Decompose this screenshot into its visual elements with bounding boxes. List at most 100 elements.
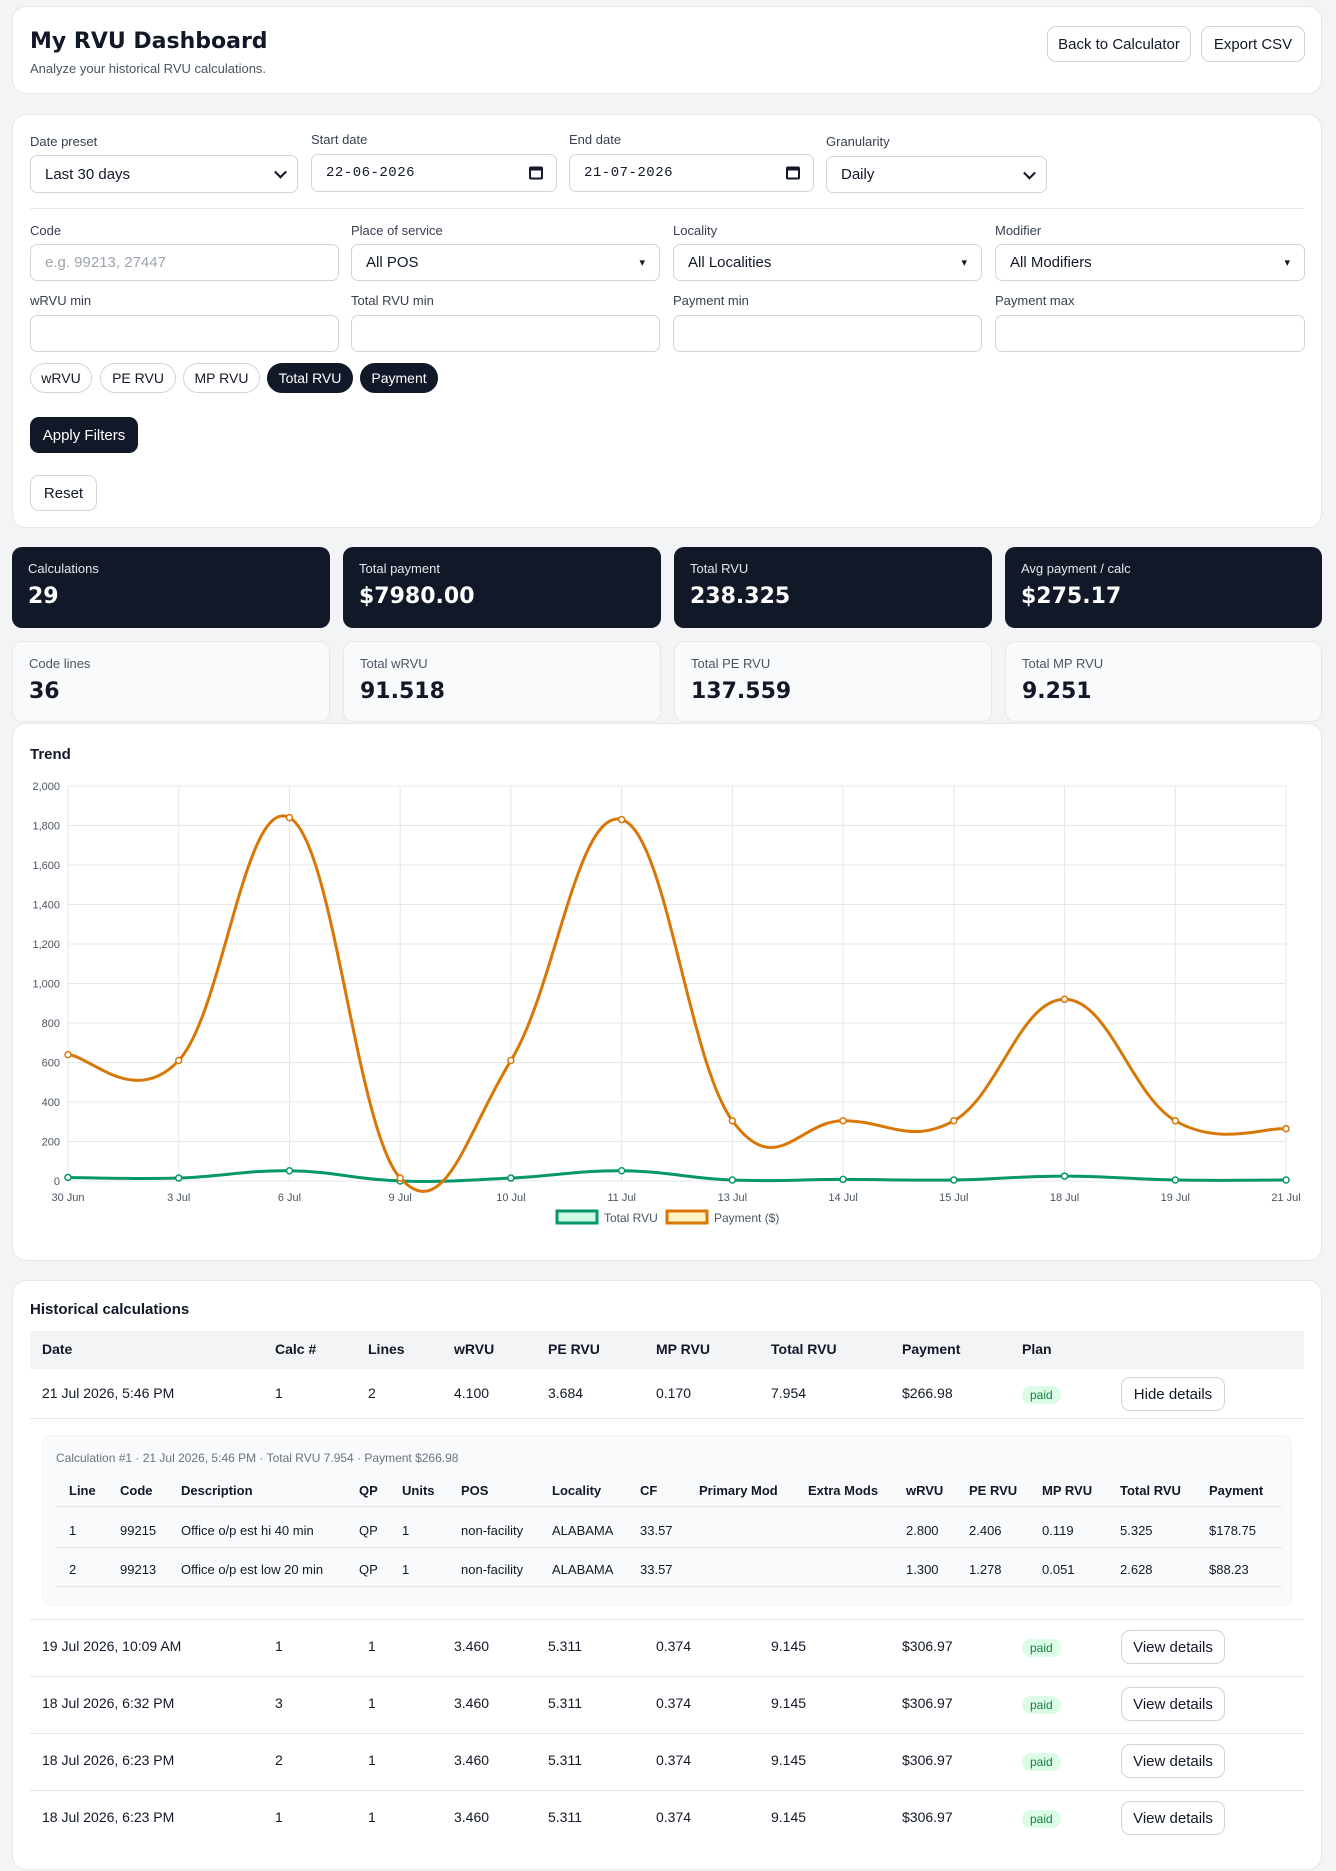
row-divider [30, 1790, 1304, 1791]
row-divider [30, 1733, 1304, 1734]
y-tick-label: 200 [42, 1137, 60, 1149]
calendar-icon[interactable] [529, 166, 543, 180]
trend-card: Trend 0 200 400 600 800 1,000 1,200 1,400 1,600 1… [12, 723, 1322, 1261]
table-cell: 5.311 [548, 1752, 582, 1768]
total-rvu-min-input[interactable] [351, 315, 660, 352]
page-subtitle: Analyze your historical RVU calculations… [30, 61, 267, 76]
details-cell: $88.23 [1209, 1562, 1249, 1577]
stat-label: Calculations [28, 561, 99, 576]
code-input[interactable]: e.g. 99213, 27447 [30, 244, 339, 281]
stat-value: 137.559 [691, 679, 792, 704]
y-tick-label: 0 [54, 1176, 60, 1188]
details-column-header: Total RVU [1120, 1483, 1181, 1498]
stat-value: 9.251 [1022, 679, 1092, 704]
apply-filters-button[interactable]: Apply Filters [30, 417, 138, 453]
payment-max-input[interactable] [995, 315, 1305, 352]
details-column-header: wRVU [906, 1483, 944, 1498]
calendar-icon[interactable] [786, 166, 800, 180]
wrvu-min-input[interactable] [30, 315, 339, 352]
start-date-label: Start date [311, 132, 368, 147]
metric-toggle-pe-rvu[interactable]: PE RVU [100, 363, 176, 393]
wrvu-min-label: wRVU min [30, 293, 92, 308]
row-divider [56, 1586, 1282, 1587]
stat-value: 238.325 [690, 584, 791, 609]
end-date-input[interactable]: 21-07-2026 [569, 154, 814, 192]
data-point [950, 1117, 958, 1125]
x-tick-label: 10 Jul [496, 1192, 525, 1204]
payment-min-input[interactable] [673, 315, 982, 352]
table-cell: 5.311 [548, 1809, 582, 1825]
status-badge: paid [1022, 1696, 1061, 1714]
table-cell: 2 [368, 1385, 376, 1401]
back-to-calculator-button[interactable]: Back to Calculator [1047, 26, 1191, 62]
table-cell: 9.145 [771, 1695, 807, 1711]
x-tick-label: 19 Jul [1161, 1192, 1190, 1204]
granularity-select[interactable]: Daily [826, 156, 1047, 193]
view-details-button[interactable]: View details [1121, 1744, 1225, 1778]
stat-avg-payment: Avg payment / calc $275.17 [1005, 547, 1322, 628]
stat-total-rvu: Total RVU 238.325 [674, 547, 992, 628]
table-cell: 9.145 [771, 1638, 807, 1654]
table-cell: 3.460 [454, 1809, 490, 1825]
details-cell: 1 [402, 1562, 410, 1577]
granularity-value: Daily [841, 166, 875, 183]
code-placeholder: e.g. 99213, 27447 [45, 254, 166, 271]
data-point [1171, 1176, 1180, 1184]
pos-select[interactable]: All POS ▾ [351, 244, 660, 281]
stat-total-pe-rvu: Total PE RVU 137.559 [674, 641, 992, 722]
metric-toggle-mp-rvu[interactable]: MP RVU [183, 363, 260, 393]
column-header: MP RVU [656, 1341, 710, 1357]
y-tick-label: 800 [42, 1018, 60, 1030]
export-csv-button[interactable]: Export CSV [1201, 26, 1305, 62]
table-cell: 18 Jul 2026, 6:23 PM [42, 1809, 175, 1825]
table-cell: 19 Jul 2026, 10:09 AM [42, 1638, 182, 1654]
stat-value: $275.17 [1021, 584, 1122, 609]
data-point [64, 1050, 72, 1059]
table-cell: 9.145 [771, 1752, 807, 1768]
modifier-select[interactable]: All Modifiers ▾ [995, 244, 1305, 281]
caret-down-icon: ▾ [1284, 257, 1290, 269]
metric-toggle-payment[interactable]: Payment [360, 363, 438, 393]
stat-code-lines: Code lines 36 [12, 641, 330, 722]
hide-details-button[interactable]: Hide details [1121, 1377, 1225, 1411]
stat-label: Code lines [29, 656, 91, 671]
details-column-header: Primary Mod [699, 1483, 778, 1498]
view-details-button[interactable]: View details [1121, 1630, 1225, 1664]
locality-select[interactable]: All Localities ▾ [673, 244, 982, 281]
table-cell: 3.460 [454, 1695, 490, 1711]
modifier-label: Modifier [995, 223, 1042, 238]
details-cell: $178.75 [1209, 1523, 1256, 1538]
details-column-header: POS [461, 1483, 489, 1498]
payment-max-label: Payment max [995, 293, 1075, 308]
chevron-down-icon [1023, 166, 1036, 180]
column-header: PE RVU [548, 1341, 600, 1357]
table-cell: 1 [368, 1638, 376, 1654]
details-cell: 33.57 [640, 1523, 673, 1538]
table-cell: 1 [275, 1385, 283, 1401]
caret-down-icon: ▾ [639, 257, 645, 269]
stat-total-mp-rvu: Total MP RVU 9.251 [1005, 641, 1322, 722]
y-tick-label: 1,200 [32, 939, 60, 951]
row-divider [30, 1676, 1304, 1677]
series-line [67, 814, 1287, 1193]
details-cell: 1 [402, 1523, 410, 1538]
date-preset-select[interactable]: Last 30 days [30, 155, 298, 193]
table-cell: 5.311 [548, 1638, 582, 1654]
metric-toggle-wrvu[interactable]: wRVU [30, 363, 92, 393]
x-tick-label: 18 Jul [1050, 1192, 1079, 1204]
view-details-button[interactable]: View details [1121, 1687, 1225, 1721]
reset-button[interactable]: Reset [30, 475, 97, 511]
start-date-input[interactable]: 22-06-2026 [311, 154, 557, 192]
y-tick-label: 1,400 [32, 900, 60, 912]
details-cell: 33.57 [640, 1562, 673, 1577]
view-details-button[interactable]: View details [1121, 1801, 1225, 1835]
x-tick-label: 15 Jul [939, 1192, 968, 1204]
locality-label: Locality [673, 223, 718, 238]
x-tick-label: 3 Jul [167, 1192, 190, 1204]
data-point [839, 1117, 847, 1125]
metric-toggle-total-rvu[interactable]: Total RVU [267, 363, 353, 393]
row-divider [56, 1547, 1282, 1548]
stat-label: Total payment [359, 561, 440, 576]
y-tick-label: 600 [42, 1058, 60, 1070]
details-cell: 0.119 [1042, 1523, 1074, 1538]
